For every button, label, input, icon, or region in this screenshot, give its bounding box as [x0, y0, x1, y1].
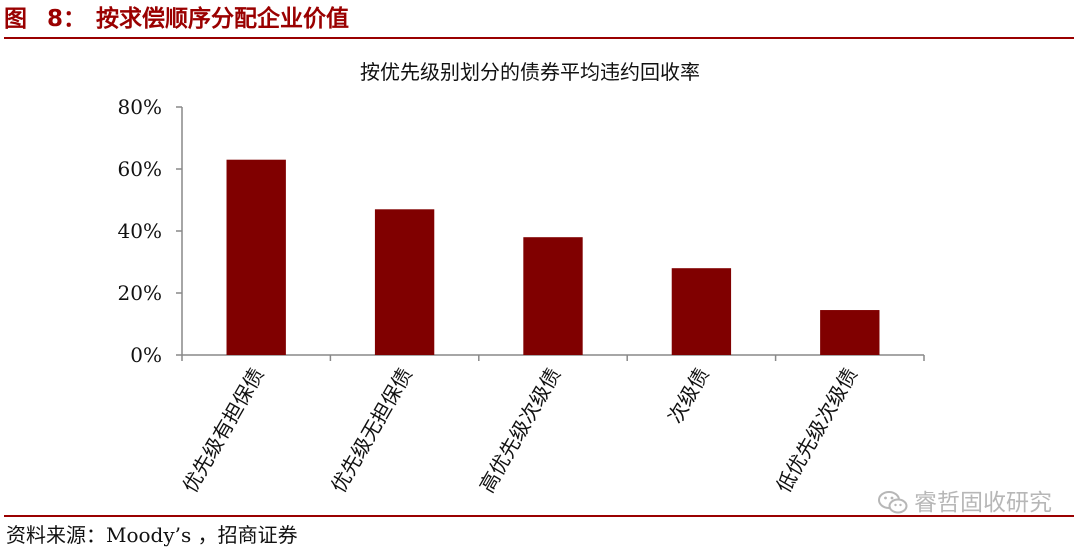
- y-tick-label: 0%: [130, 343, 162, 367]
- y-tick-label: 40%: [118, 219, 162, 243]
- bar: [374, 209, 435, 355]
- x-category-label: 优先级有担保债: [178, 364, 269, 497]
- y-tick-label: 80%: [118, 95, 162, 119]
- watermark: 睿哲固收研究: [878, 488, 1052, 518]
- watermark-text: 睿哲固收研究: [914, 490, 1052, 516]
- y-tick-label: 60%: [118, 157, 162, 181]
- header-rule: [4, 37, 1074, 39]
- source-note: 资料来源：Moody’s ，招商证券: [6, 523, 298, 547]
- figure-title: 按求偿顺序分配企业价值: [96, 6, 350, 32]
- figure-header: 图 8： 按求偿顺序分配企业价值: [4, 2, 1076, 36]
- bar: [523, 237, 583, 355]
- x-category-label: 优先级无担保债: [326, 363, 417, 496]
- footer-rule: [4, 515, 1074, 517]
- bar: [226, 159, 286, 355]
- bar: [671, 268, 732, 355]
- y-tick-labels: 0% 20% 40% 60% 80%: [118, 95, 162, 367]
- x-category-label: 低优先级次级债: [771, 364, 862, 497]
- figure-number-separator: ：: [63, 6, 87, 32]
- figure-number: 8: [47, 6, 64, 32]
- y-tick-label: 20%: [118, 281, 162, 305]
- figure-prefix: 图: [4, 6, 27, 32]
- chart-bars: [226, 159, 880, 355]
- chart-title: 按优先级别划分的债券平均违约回收率: [360, 60, 700, 84]
- x-category-labels: 优先级有担保债 优先级无担保债 高优先级次级债 次级债 低优先级次级债: [178, 363, 862, 496]
- x-category-label: 高优先级次级债: [475, 364, 566, 497]
- bar: [820, 310, 880, 355]
- x-category-label: 次级债: [663, 364, 714, 428]
- wechat-icon: [878, 491, 908, 514]
